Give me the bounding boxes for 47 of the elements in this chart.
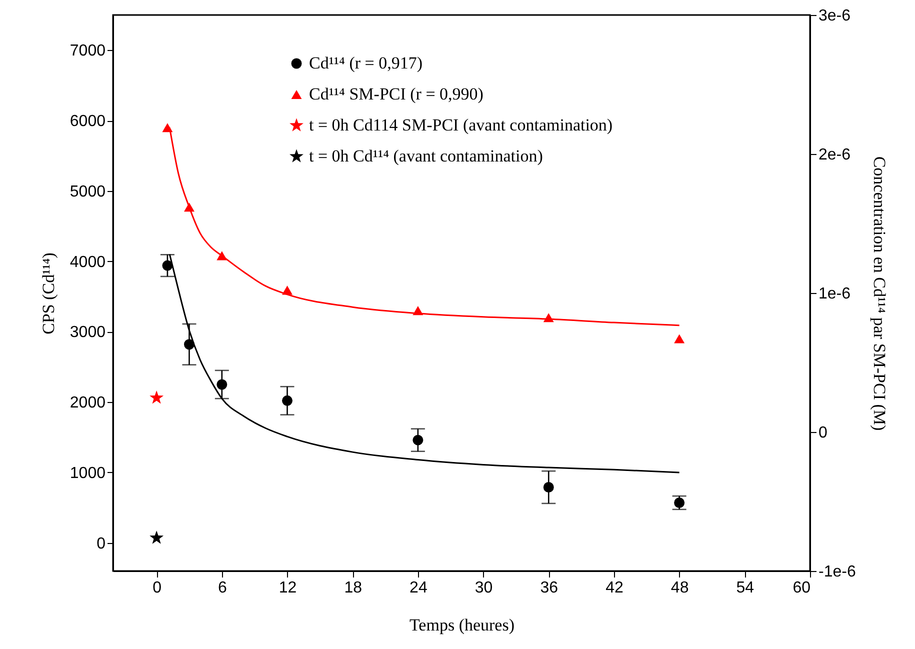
point	[150, 530, 164, 544]
y-tick-label: 3000	[70, 324, 106, 342]
x-tick-label: 60	[792, 580, 811, 596]
point	[184, 339, 194, 350]
x-tick-label: 42	[606, 580, 624, 596]
point	[543, 313, 554, 322]
y2-axis-title: Concentration en Cd¹¹⁴ par SM-PCI (M)	[870, 156, 889, 431]
y-tick-label: 1000	[70, 464, 106, 482]
point	[412, 434, 424, 446]
y2-tick-label: 2e-6	[818, 146, 851, 164]
point	[282, 286, 292, 295]
y2-tick-label: -1e-6	[818, 564, 856, 580]
point	[162, 123, 173, 132]
y-tick-label: 5000	[70, 183, 106, 200]
x-tick-label: 0	[152, 580, 162, 596]
point	[412, 306, 424, 316]
x-axis-title: Temps (heures)	[409, 616, 515, 634]
legend-label: t = 0h Cd¹¹⁴ (avant contamination)	[309, 146, 543, 166]
legend-label: Cd¹¹⁴ SM-PCI (r = 0,990)	[309, 84, 484, 104]
x-tick-label: 30	[474, 580, 493, 596]
point	[150, 390, 164, 404]
x-tick-label: 48	[670, 580, 689, 596]
y-axis-title: CPS (Cd¹¹⁴)	[38, 252, 58, 334]
x-tick-label: 6	[218, 580, 227, 596]
y-tick-label: 0	[96, 535, 106, 552]
point	[282, 395, 292, 406]
y-tick-label: 6000	[70, 113, 106, 130]
legend-label: t = 0h Cd114 SM-PCI (avant contamination)	[309, 116, 613, 134]
x-tick-label: 24	[410, 580, 428, 596]
y2-tick-label: 3e-6	[818, 8, 851, 24]
y-tick-label: 2000	[70, 394, 106, 412]
point	[674, 498, 685, 508]
point	[162, 260, 173, 271]
point	[216, 251, 228, 260]
x-tick-label: 54	[736, 580, 754, 596]
point	[184, 202, 194, 212]
legend-label: Cd¹¹⁴ (r = 0,917)	[309, 54, 423, 72]
x-tick-label: 36	[540, 580, 558, 596]
point	[216, 379, 228, 390]
y-tick-label: 4000	[70, 254, 106, 271]
y-tick-label: 7000	[70, 42, 106, 60]
point	[674, 334, 685, 344]
point	[543, 482, 554, 492]
y2-tick-label: 0	[818, 424, 828, 442]
x-tick-label: 18	[344, 580, 362, 596]
y2-tick-label: 1e-6	[818, 286, 851, 302]
x-tick-label: 12	[278, 580, 297, 596]
